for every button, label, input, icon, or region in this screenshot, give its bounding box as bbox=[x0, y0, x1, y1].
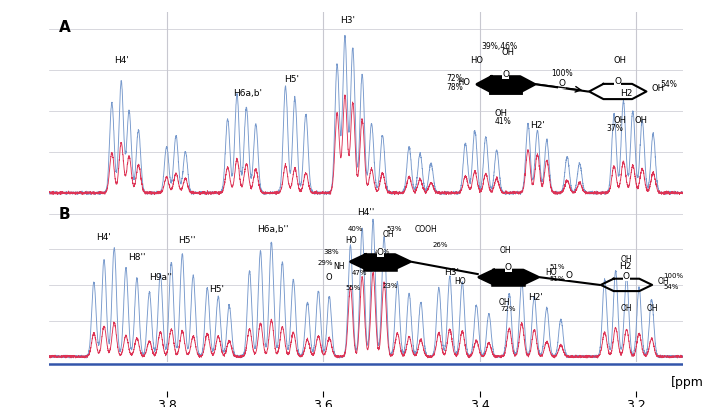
Text: 23%: 23% bbox=[383, 283, 398, 289]
Text: 40%: 40% bbox=[348, 225, 364, 232]
Text: H9a'': H9a'' bbox=[149, 273, 172, 282]
Text: OH: OH bbox=[614, 116, 627, 125]
Text: 53%: 53% bbox=[386, 225, 402, 232]
Text: 29%: 29% bbox=[318, 260, 333, 266]
Text: 72%: 72% bbox=[501, 306, 516, 312]
Text: OH: OH bbox=[647, 304, 659, 313]
Text: HO: HO bbox=[470, 56, 484, 65]
Text: O: O bbox=[566, 271, 573, 280]
Text: 54%: 54% bbox=[661, 80, 678, 89]
Text: O: O bbox=[326, 273, 332, 282]
Text: OH: OH bbox=[382, 230, 394, 239]
Text: OH: OH bbox=[499, 298, 510, 307]
Text: H6a,b': H6a,b' bbox=[234, 89, 263, 98]
Text: OH: OH bbox=[635, 116, 648, 125]
Text: H2': H2' bbox=[529, 293, 543, 302]
Text: H5': H5' bbox=[209, 284, 224, 294]
Text: H3': H3' bbox=[341, 16, 356, 25]
Text: H8'': H8'' bbox=[128, 253, 146, 262]
Text: OH: OH bbox=[502, 48, 515, 57]
Text: H2': H2' bbox=[530, 121, 545, 131]
Text: 100%: 100% bbox=[664, 273, 684, 279]
Text: 47%: 47% bbox=[352, 270, 367, 276]
Text: OH: OH bbox=[658, 277, 669, 286]
Text: 39%,46%: 39%,46% bbox=[481, 42, 517, 51]
Text: H5'': H5'' bbox=[178, 236, 196, 245]
Text: O: O bbox=[615, 77, 621, 86]
Text: HO: HO bbox=[546, 268, 558, 277]
Text: 54%: 54% bbox=[664, 284, 679, 290]
Text: O: O bbox=[623, 272, 630, 281]
Text: H3': H3' bbox=[445, 267, 460, 276]
Text: H7'': H7'' bbox=[503, 273, 521, 282]
Text: HO: HO bbox=[458, 78, 470, 87]
Text: NH: NH bbox=[333, 262, 344, 271]
Text: H2: H2 bbox=[619, 262, 631, 271]
Text: 72%: 72% bbox=[447, 74, 463, 83]
Text: 51%: 51% bbox=[550, 264, 565, 270]
Text: 78%: 78% bbox=[447, 83, 463, 92]
Text: OH: OH bbox=[500, 246, 512, 255]
Text: 38%: 38% bbox=[324, 249, 339, 255]
Text: 40%: 40% bbox=[375, 249, 391, 255]
Text: 55%: 55% bbox=[346, 285, 361, 291]
Text: OH: OH bbox=[621, 304, 632, 313]
Text: H4': H4' bbox=[114, 56, 129, 65]
Text: B: B bbox=[58, 207, 70, 221]
Text: COOH: COOH bbox=[415, 225, 438, 234]
Text: HO: HO bbox=[346, 236, 357, 245]
Text: O: O bbox=[505, 263, 512, 272]
Text: OH: OH bbox=[621, 255, 632, 264]
Text: O: O bbox=[377, 248, 384, 257]
Text: A: A bbox=[58, 20, 70, 35]
Polygon shape bbox=[479, 270, 538, 284]
Polygon shape bbox=[477, 77, 534, 92]
Text: H5': H5' bbox=[284, 75, 299, 85]
Text: 100%: 100% bbox=[551, 69, 572, 78]
Text: 26%: 26% bbox=[433, 243, 448, 248]
Text: O: O bbox=[502, 70, 509, 79]
Text: 51%: 51% bbox=[550, 276, 565, 282]
Text: OH: OH bbox=[652, 84, 665, 93]
Text: H2: H2 bbox=[620, 89, 633, 98]
Text: OH: OH bbox=[614, 56, 627, 65]
Text: 41%: 41% bbox=[495, 116, 512, 126]
Text: 37%: 37% bbox=[607, 124, 624, 133]
Text: [ppm]: [ppm] bbox=[671, 376, 704, 389]
Text: H4': H4' bbox=[96, 233, 111, 242]
Text: HO: HO bbox=[455, 277, 466, 286]
Text: H4'': H4'' bbox=[358, 208, 375, 217]
Text: O: O bbox=[558, 79, 565, 88]
Text: OH: OH bbox=[494, 109, 507, 118]
Text: H6a,b'': H6a,b'' bbox=[257, 225, 289, 234]
Polygon shape bbox=[351, 255, 410, 269]
